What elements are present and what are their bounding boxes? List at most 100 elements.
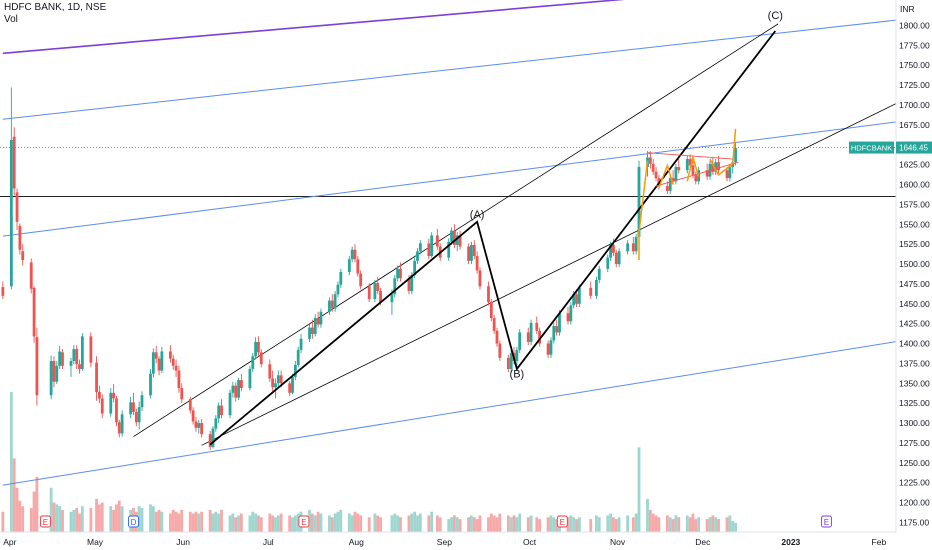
volume-bar	[137, 506, 141, 532]
candle-body	[117, 422, 121, 434]
candle-body	[296, 349, 300, 366]
volume-bar	[467, 517, 470, 532]
candle-body	[171, 358, 175, 366]
candle-body	[237, 380, 240, 398]
candle-body	[595, 279, 598, 296]
price-tick-label: 1775.00	[899, 40, 930, 50]
time-tick-label: Nov	[610, 537, 626, 547]
candle-body	[390, 294, 394, 303]
volume-bar	[336, 511, 340, 532]
price-tick-label: 1450.00	[899, 299, 930, 309]
volume-bar	[21, 506, 25, 532]
candle-body	[612, 244, 615, 253]
volume-bar	[677, 517, 681, 532]
volume-bar	[427, 515, 431, 532]
candle	[174, 359, 178, 377]
time-tick-label: May	[87, 537, 104, 547]
price-tick-label: 1400.00	[899, 339, 930, 349]
candle	[399, 262, 402, 282]
volume-bar	[316, 511, 320, 532]
volume-bar	[12, 458, 16, 532]
candle	[151, 348, 155, 378]
candle	[654, 166, 658, 182]
candle-body	[29, 262, 33, 289]
volume-bar	[728, 515, 732, 532]
volume-bar	[61, 509, 64, 532]
volume-bar	[475, 519, 479, 532]
candle	[197, 419, 201, 434]
price-tick-label: 1275.00	[899, 438, 930, 448]
price-tick-label: 1175.00	[899, 517, 929, 527]
candle-body	[174, 365, 178, 371]
candle-body	[251, 356, 255, 369]
volume-bar	[418, 513, 422, 532]
candle	[177, 365, 181, 393]
volume-bar	[373, 513, 377, 532]
volume-bar	[694, 519, 698, 532]
time-tick-label: Feb	[872, 537, 887, 547]
candle-body	[373, 283, 377, 300]
candle	[535, 316, 539, 334]
lower-blue-channel-line	[2, 341, 896, 486]
candle-body	[191, 410, 195, 422]
volume-bar	[685, 515, 689, 532]
volume-bar	[276, 515, 280, 532]
volume-bar	[657, 517, 661, 532]
candle	[609, 241, 612, 261]
candle	[117, 419, 121, 438]
candle-body	[151, 352, 155, 374]
candle-body	[311, 327, 314, 334]
candle-body	[677, 166, 681, 171]
candle-body	[95, 362, 98, 393]
volume-bar	[688, 517, 692, 532]
candle-body	[631, 243, 635, 252]
event-marker-box	[298, 515, 310, 528]
orange-subwave	[709, 128, 737, 177]
price-tick-label: 1575.00	[899, 199, 930, 209]
candle-body	[293, 365, 297, 377]
candle	[489, 299, 493, 322]
volume-bar	[319, 513, 323, 532]
candle	[467, 243, 470, 265]
candle	[330, 294, 334, 312]
volume-bar	[407, 515, 411, 532]
candle-body	[58, 351, 62, 366]
volume-bar	[725, 517, 729, 532]
candle	[427, 238, 431, 260]
candle	[257, 336, 260, 357]
candle	[396, 265, 399, 282]
candle	[677, 159, 681, 174]
volume-bar	[708, 517, 712, 532]
volume-bar	[160, 511, 164, 532]
candle-body	[254, 341, 257, 357]
volume-bar	[447, 519, 451, 532]
candle	[418, 240, 422, 255]
candle	[447, 238, 451, 261]
wave-label: (B)	[510, 369, 525, 381]
volume-bar	[495, 517, 499, 532]
candle	[220, 399, 223, 419]
volume-bar	[214, 511, 218, 532]
volume-bar	[526, 517, 530, 532]
candle	[296, 346, 300, 368]
candle	[487, 281, 490, 306]
candle-body	[308, 327, 311, 339]
volume-bar	[347, 513, 351, 532]
wave-label: (C)	[768, 10, 783, 22]
candle	[450, 227, 453, 245]
volume-bar	[268, 513, 272, 532]
volume-bar	[211, 513, 215, 532]
volume-bar	[29, 508, 33, 532]
candle-body	[100, 398, 104, 414]
candle	[248, 365, 252, 391]
candle	[75, 345, 79, 369]
candle-body	[194, 421, 198, 428]
candle	[254, 337, 257, 360]
volume-bar	[208, 509, 212, 532]
event-marker: E	[298, 515, 310, 528]
volume-bar	[231, 513, 235, 532]
volume-bar	[350, 515, 354, 532]
volume-bar	[259, 517, 263, 532]
